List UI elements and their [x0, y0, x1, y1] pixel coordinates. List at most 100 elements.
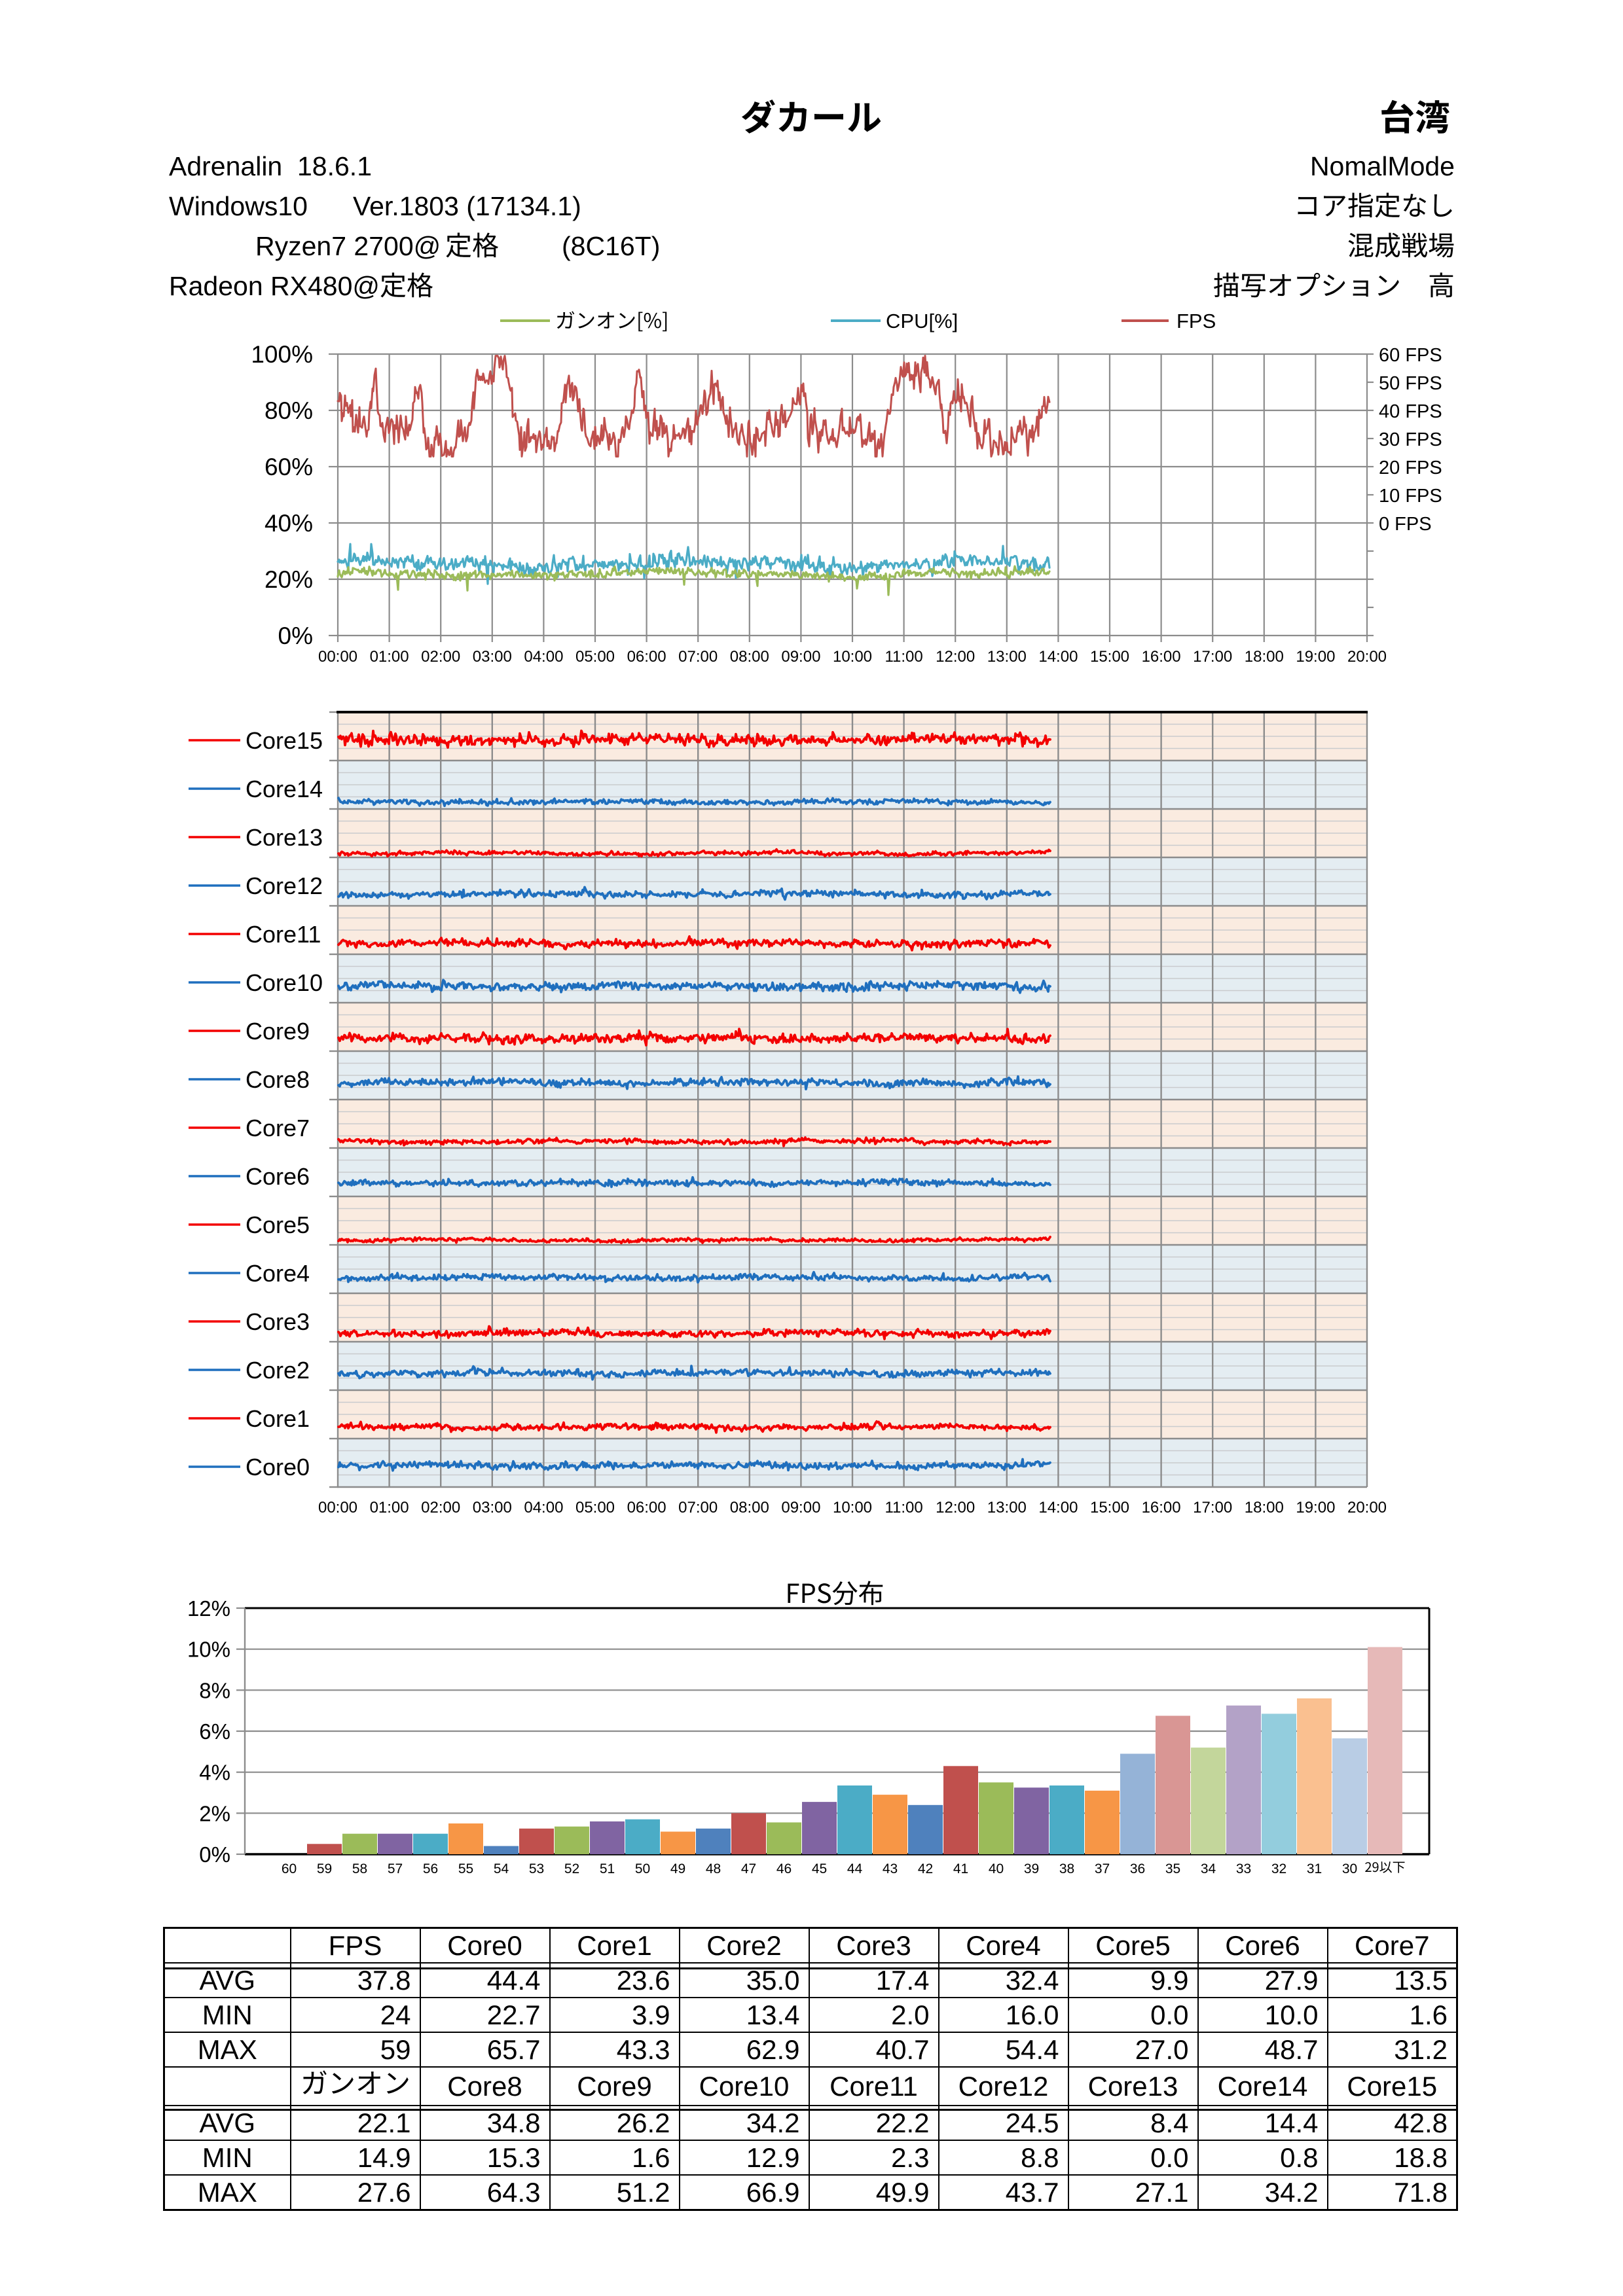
svg-text:00:00: 00:00 — [318, 648, 357, 666]
svg-text:30 FPS: 30 FPS — [1379, 429, 1442, 450]
svg-text:09:00: 09:00 — [781, 648, 820, 666]
svg-text:30: 30 — [1342, 1861, 1357, 1876]
svg-text:100%: 100% — [251, 341, 313, 368]
svg-text:32: 32 — [1271, 1861, 1286, 1876]
svg-text:37: 37 — [1095, 1861, 1110, 1876]
svg-text:53: 53 — [529, 1861, 544, 1876]
svg-text:10:00: 10:00 — [833, 648, 872, 666]
svg-text:33: 33 — [1236, 1861, 1251, 1876]
svg-text:Radeon RX480@: Radeon RX480@ — [169, 271, 380, 301]
svg-text:05:00: 05:00 — [575, 648, 615, 666]
svg-text:57: 57 — [388, 1861, 403, 1876]
svg-text:Core11: Core11 — [246, 921, 321, 948]
svg-text:06:00: 06:00 — [627, 1499, 666, 1516]
svg-text:01:00: 01:00 — [370, 648, 409, 666]
svg-text:60 FPS: 60 FPS — [1379, 345, 1442, 366]
svg-text:14:00: 14:00 — [1038, 1499, 1078, 1516]
svg-text:FPS: FPS — [1176, 310, 1216, 332]
svg-text:36: 36 — [1130, 1861, 1145, 1876]
svg-text:18:00: 18:00 — [1245, 648, 1284, 666]
svg-text:60%: 60% — [264, 454, 313, 480]
svg-text:(8C16T): (8C16T) — [562, 231, 660, 261]
svg-text:Core3: Core3 — [246, 1308, 310, 1335]
svg-text:06:00: 06:00 — [627, 648, 666, 666]
svg-text:58: 58 — [352, 1861, 367, 1876]
svg-text:20:00: 20:00 — [1347, 1499, 1387, 1516]
svg-text:35: 35 — [1165, 1861, 1180, 1876]
svg-text:60: 60 — [282, 1861, 297, 1876]
svg-text:Core2: Core2 — [246, 1357, 310, 1384]
svg-text:04:00: 04:00 — [524, 1499, 563, 1516]
svg-text:14:00: 14:00 — [1038, 648, 1078, 666]
svg-text:19:00: 19:00 — [1296, 648, 1335, 666]
svg-text:07:00: 07:00 — [678, 648, 718, 666]
svg-text:20%: 20% — [264, 566, 313, 593]
svg-text:10%: 10% — [187, 1638, 230, 1662]
svg-text:40%: 40% — [264, 510, 313, 537]
svg-text:19:00: 19:00 — [1296, 1499, 1335, 1516]
svg-text:13:00: 13:00 — [987, 648, 1027, 666]
svg-text:Core1: Core1 — [246, 1405, 310, 1432]
svg-text:11:00: 11:00 — [884, 1499, 922, 1516]
svg-text:4%: 4% — [199, 1761, 230, 1785]
svg-text:03:00: 03:00 — [473, 1499, 512, 1516]
svg-text:Windows10: Windows10 — [169, 191, 308, 221]
svg-text:42: 42 — [918, 1861, 933, 1876]
svg-text:48: 48 — [706, 1861, 721, 1876]
svg-text:39: 39 — [1024, 1861, 1039, 1876]
svg-text:16:00: 16:00 — [1142, 648, 1181, 666]
svg-text:NomalMode: NomalMode — [1310, 151, 1455, 181]
svg-text:20:00: 20:00 — [1347, 648, 1387, 666]
svg-text:12%: 12% — [187, 1596, 230, 1621]
svg-text:16:00: 16:00 — [1142, 1499, 1181, 1516]
svg-text:47: 47 — [741, 1861, 756, 1876]
svg-text:18:00: 18:00 — [1245, 1499, 1284, 1516]
svg-text:10:00: 10:00 — [833, 1499, 872, 1516]
svg-text:07:00: 07:00 — [678, 1499, 718, 1516]
svg-text:12:00: 12:00 — [936, 648, 975, 666]
svg-text:45: 45 — [812, 1861, 827, 1876]
svg-text:03:00: 03:00 — [473, 648, 512, 666]
svg-text:0%: 0% — [199, 1842, 230, 1867]
svg-text:04:00: 04:00 — [524, 648, 563, 666]
svg-text:18.6.1: 18.6.1 — [297, 151, 372, 181]
svg-text:Core9: Core9 — [246, 1018, 310, 1045]
svg-text:Core15: Core15 — [246, 727, 323, 754]
svg-text:0 FPS: 0 FPS — [1379, 514, 1432, 535]
svg-text:15:00: 15:00 — [1090, 648, 1129, 666]
svg-text:Core4: Core4 — [246, 1260, 310, 1287]
svg-text:Core5: Core5 — [246, 1211, 310, 1238]
svg-text:0%: 0% — [278, 622, 313, 649]
svg-text:08:00: 08:00 — [730, 1499, 769, 1516]
svg-text:52: 52 — [564, 1861, 579, 1876]
svg-text:15:00: 15:00 — [1090, 1499, 1129, 1516]
svg-text:40: 40 — [989, 1861, 1004, 1876]
svg-text:20 FPS: 20 FPS — [1379, 457, 1442, 478]
svg-text:50 FPS: 50 FPS — [1379, 373, 1442, 394]
svg-text:Core7: Core7 — [246, 1115, 310, 1141]
svg-text:11:00: 11:00 — [884, 648, 922, 666]
svg-text:Adrenalin: Adrenalin — [169, 151, 282, 181]
svg-text:50: 50 — [635, 1861, 650, 1876]
svg-text:55: 55 — [458, 1861, 473, 1876]
svg-text:CPU[%]: CPU[%] — [886, 310, 958, 332]
svg-text:Core6: Core6 — [246, 1163, 310, 1190]
svg-text:56: 56 — [423, 1861, 438, 1876]
svg-text:Core13: Core13 — [246, 824, 323, 851]
svg-text:6%: 6% — [199, 1719, 230, 1744]
svg-text:17:00: 17:00 — [1193, 1499, 1232, 1516]
svg-text:80%: 80% — [264, 397, 313, 424]
svg-text:Ver.1803 (17134.1): Ver.1803 (17134.1) — [353, 191, 581, 221]
svg-text:2%: 2% — [199, 1801, 230, 1825]
svg-text:00:00: 00:00 — [318, 1499, 357, 1516]
svg-text:40 FPS: 40 FPS — [1379, 401, 1442, 422]
svg-text:54: 54 — [494, 1861, 509, 1876]
svg-text:49: 49 — [670, 1861, 685, 1876]
svg-text:02:00: 02:00 — [421, 648, 460, 666]
svg-text:Core10: Core10 — [246, 969, 323, 996]
svg-text:59: 59 — [317, 1861, 332, 1876]
svg-text:08:00: 08:00 — [730, 648, 769, 666]
svg-text:10 FPS: 10 FPS — [1379, 486, 1442, 507]
svg-text:31: 31 — [1307, 1861, 1322, 1876]
svg-text:02:00: 02:00 — [421, 1499, 460, 1516]
